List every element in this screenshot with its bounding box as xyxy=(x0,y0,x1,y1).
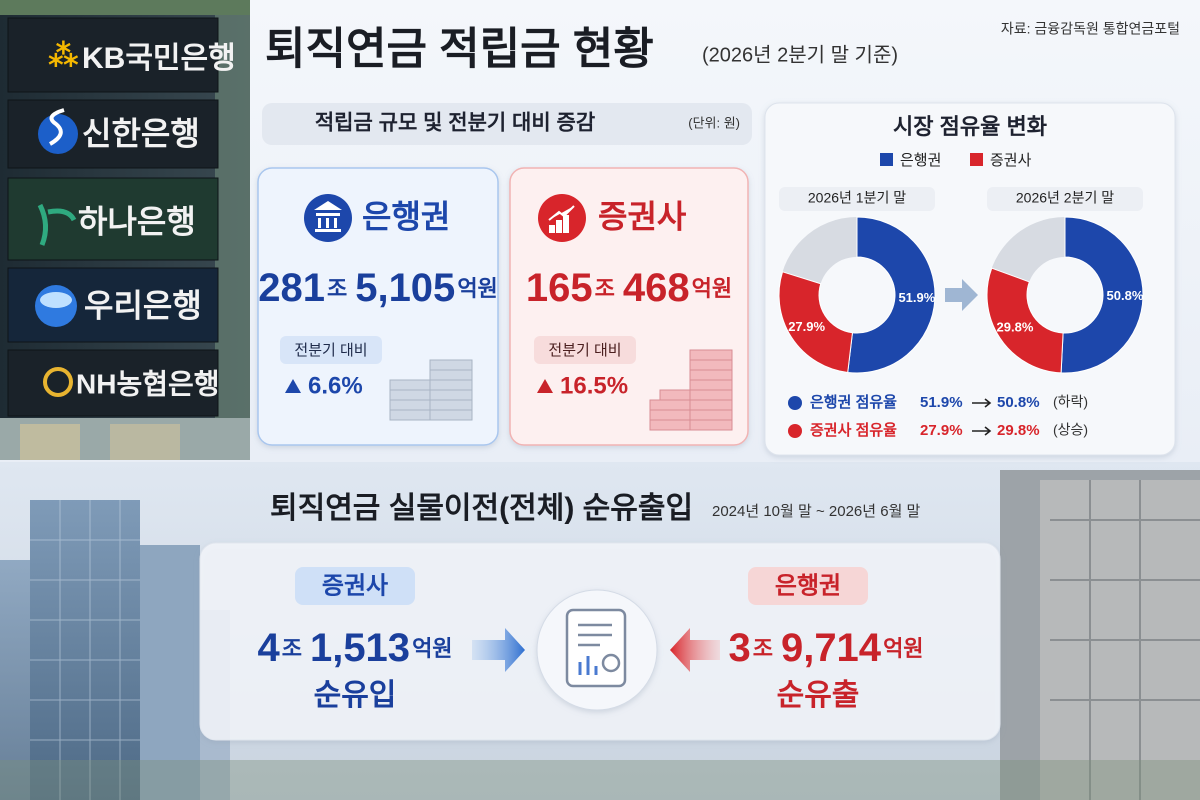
donut-label: 27.9% xyxy=(788,319,825,334)
amount-number: 165 xyxy=(526,266,593,310)
summary-to: 50.8% xyxy=(997,394,1040,411)
summary-dot xyxy=(788,424,802,438)
summary-from: 51.9% xyxy=(920,394,963,411)
legend-swatch xyxy=(970,153,983,166)
card-title: 은행권 xyxy=(362,198,450,234)
legend-label: 증권사 xyxy=(990,152,1032,169)
summary-to: 29.8% xyxy=(997,422,1040,439)
inflow-result: 순유입 xyxy=(314,679,397,712)
donut-hole xyxy=(820,258,894,332)
bank-sign: 하나은행 xyxy=(78,203,196,239)
outflow-amount: 3조 9,714억원 xyxy=(728,626,923,670)
amount-number: 1,513 xyxy=(310,626,410,670)
outflow-pill xyxy=(748,567,868,605)
bank-sign: NH농협은행 xyxy=(76,368,219,399)
unit: (단위: 원) xyxy=(688,115,740,130)
source: 자료: 금융감독원 통합연금포털 xyxy=(1001,21,1180,37)
share-title: 시장 점유율 변화 xyxy=(893,114,1047,139)
document-icon xyxy=(536,589,658,711)
subtitle: (2026년 2분기 말 기준) xyxy=(702,43,898,66)
bank-sign: 신한은행 xyxy=(82,115,200,151)
summary-arrow xyxy=(972,398,992,408)
bank-building-photo: ⁂ KB국민은행 신한은행 하나은행 우리은행 NH농협은행 xyxy=(0,0,250,460)
amount-number: 5,105 xyxy=(355,266,455,310)
inflow-label: 증권사 xyxy=(322,572,388,599)
card-title: 증권사 xyxy=(598,198,687,234)
amount-unit: 조 xyxy=(282,636,302,661)
period-arrow xyxy=(945,279,978,311)
donut-segment xyxy=(986,267,1064,374)
donut-label: 51.9% xyxy=(898,290,935,305)
bank-sign: KB국민은행 xyxy=(82,42,236,75)
summary-label: 증권사 점유율 xyxy=(810,421,897,439)
section-title: 적립금 규모 및 전분기 대비 증감 xyxy=(315,112,595,135)
amount-unit: 조 xyxy=(753,636,773,661)
legend-label: 은행권 xyxy=(900,152,941,169)
transfer-title: 퇴직연금 실물이전(전체) 순유출입 xyxy=(270,492,693,525)
inflow-amount: 4조 1,513억원 xyxy=(257,626,452,670)
amount-unit: 억원 xyxy=(457,276,497,301)
amount-unit: 억원 xyxy=(883,636,923,661)
amount-unit: 억원 xyxy=(412,636,452,661)
legend-swatch xyxy=(880,153,893,166)
amount-unit: 조 xyxy=(327,276,347,301)
background-buildings xyxy=(0,470,1200,800)
share-charts: 은행권 증권사 2026년 1분기 말 51.9% 27.9% 2026년 2분기 말 50… xyxy=(778,152,1144,439)
period-label: 2026년 2분기 말 xyxy=(1016,190,1114,206)
bank-card: 은행권 281조 5,105억원 전분기 대비 6.6% xyxy=(257,167,499,446)
outflow-label: 은행권 xyxy=(775,572,841,599)
donut-segment xyxy=(1060,216,1144,374)
amount-number: 9,714 xyxy=(781,626,882,670)
change: 6.6% xyxy=(308,372,363,399)
summary-label: 은행권 점유율 xyxy=(810,393,897,411)
main-title: 퇴직연금 적립금 현황 xyxy=(265,25,654,74)
donut-segment xyxy=(847,216,936,374)
transfer-period: 2024년 10월 말 ~ 2026년 6월 말 xyxy=(712,503,921,520)
amount: 165조 468억원 xyxy=(526,266,732,310)
securities-card: 증권사 165조 468억원 전분기 대비 16.5% xyxy=(509,167,749,446)
amount-number: 4 xyxy=(257,626,280,670)
amount-unit: 조 xyxy=(595,276,615,301)
summary-note: (상승) xyxy=(1053,422,1088,438)
bank-sign: 우리은행 xyxy=(84,287,202,323)
compare-label: 전분기 대비 xyxy=(294,342,367,359)
amount-number: 3 xyxy=(728,626,750,670)
inflow-arrow xyxy=(472,628,525,672)
amount-number: 281 xyxy=(258,266,325,310)
amount: 281조 5,105억원 xyxy=(258,266,498,310)
outflow-result: 순유출 xyxy=(777,679,860,712)
amount-unit: 억원 xyxy=(692,276,732,301)
inflow-pill xyxy=(295,567,415,605)
summary-note: (하락) xyxy=(1053,394,1088,410)
donut-label: 29.8% xyxy=(997,320,1034,335)
outflow-arrow xyxy=(670,628,720,672)
summary-arrow xyxy=(972,426,992,436)
donut-hole xyxy=(1028,258,1102,332)
donut-segment xyxy=(778,271,854,374)
section-header xyxy=(262,103,752,145)
svg-text:⁂: ⁂ xyxy=(48,40,79,73)
compare-label: 전분기 대비 xyxy=(548,342,621,359)
donut-label: 50.8% xyxy=(1107,288,1144,303)
period-pill xyxy=(987,187,1143,211)
period-pill xyxy=(779,187,935,211)
change: 16.5% xyxy=(560,372,628,399)
amount-number: 468 xyxy=(623,266,690,310)
period-label: 2026년 1분기 말 xyxy=(808,190,906,206)
summary-from: 27.9% xyxy=(920,422,963,439)
summary-dot xyxy=(788,396,802,410)
